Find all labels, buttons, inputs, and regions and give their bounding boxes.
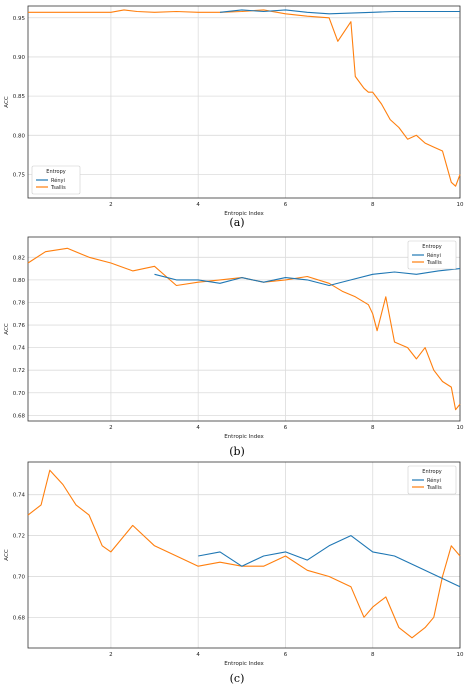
- series-line-tsallis: [27, 469, 461, 639]
- y-tick-label: 0.68: [13, 413, 26, 419]
- x-tick-label: 10: [457, 202, 464, 208]
- legend-title: Entropy: [422, 244, 441, 250]
- y-tick-label: 0.70: [13, 574, 26, 580]
- y-tick-label: 0.78: [13, 300, 26, 306]
- chart-b-svg: 2 4 6 8 10 0.68 0.70 0.72 0.74 0.76 0.78 0.80 0.82 En…: [4, 236, 464, 440]
- legend-label-renyi: Rényi: [51, 177, 65, 184]
- x-tick-label: 2: [109, 425, 113, 431]
- y-tick-label: 0.80: [13, 278, 26, 284]
- legend-title: Entropy: [46, 169, 65, 175]
- y-tick-label: 0.90: [13, 55, 26, 61]
- x-tick-label: 8: [371, 652, 375, 658]
- x-tick-label: 10: [457, 425, 464, 431]
- caption-b: (b): [229, 445, 245, 458]
- legend-label-tsallis: Tsallis: [426, 260, 442, 266]
- x-tick-label: 8: [371, 202, 375, 208]
- y-tick-label: 0.82: [13, 255, 25, 261]
- y-tick-label: 0.68: [13, 615, 26, 621]
- y-tick-label: 0.70: [13, 391, 26, 397]
- chart-panel-c: 2 4 6 8 10 0.68 0.70 0.72 0.74 Entropic Index ACC E…: [0, 456, 474, 687]
- x-tick-label: 2: [109, 652, 113, 658]
- caption-c: (c): [229, 672, 245, 685]
- series-line-renyi: [198, 535, 461, 588]
- series-line-renyi: [219, 9, 460, 15]
- x-tick-label: 2: [109, 202, 113, 208]
- y-tick-label: 0.85: [13, 94, 26, 100]
- y-tick-label: 0.74: [13, 493, 26, 499]
- chart-a-svg: 2 4 6 8 10 0.75 0.80 0.85 0.90 0.95 Entropic Index…: [4, 5, 464, 217]
- x-tick-label: 10: [457, 652, 464, 658]
- x-tick-label: 6: [284, 425, 288, 431]
- plot-frame: [27, 236, 461, 422]
- legend-label-renyi: Rényi: [427, 252, 441, 259]
- chart-panel-a: 2 4 6 8 10 0.75 0.80 0.85 0.90 0.95 Entropic Index…: [0, 0, 474, 236]
- x-tick-label: 4: [196, 425, 200, 431]
- chart-panel-b: 2 4 6 8 10 0.68 0.70 0.72 0.74 0.76 0.78 0.80 0.82 En…: [0, 229, 474, 460]
- y-tick-label: 0.72: [13, 534, 25, 540]
- x-tick-label: 6: [284, 202, 288, 208]
- chart-c-svg: 2 4 6 8 10 0.68 0.70 0.72 0.74 Entropic Index ACC E…: [4, 461, 464, 667]
- x-axis-label: Entropic Index: [224, 661, 264, 667]
- legend-label-tsallis: Tsallis: [50, 185, 66, 191]
- y-axis-label: ACC: [4, 549, 10, 561]
- x-axis-label: Entropic Index: [224, 211, 264, 217]
- y-tick-label: 0.80: [13, 133, 26, 139]
- x-axis-label: Entropic Index: [224, 434, 264, 440]
- x-tick-label: 4: [196, 202, 200, 208]
- y-axis-label: ACC: [4, 96, 10, 108]
- legend-label-tsallis: Tsallis: [426, 485, 442, 491]
- x-tick-label: 4: [196, 652, 200, 658]
- plot-frame: [27, 461, 461, 649]
- y-tick-label: 0.95: [13, 16, 26, 22]
- caption-a: (a): [229, 216, 245, 229]
- legend-label-renyi: Rényi: [427, 477, 441, 484]
- series-line-renyi: [154, 268, 461, 287]
- x-tick-label: 6: [284, 652, 288, 658]
- y-tick-label: 0.76: [13, 323, 26, 329]
- y-tick-label: 0.72: [13, 368, 25, 374]
- series-line-tsallis: [28, 9, 461, 187]
- y-tick-label: 0.74: [13, 346, 26, 352]
- legend-title: Entropy: [422, 469, 441, 475]
- plot-frame: [27, 5, 461, 199]
- y-axis-label: ACC: [4, 323, 10, 335]
- y-tick-label: 0.75: [13, 172, 26, 178]
- series-line-tsallis: [27, 247, 461, 411]
- x-tick-label: 8: [371, 425, 375, 431]
